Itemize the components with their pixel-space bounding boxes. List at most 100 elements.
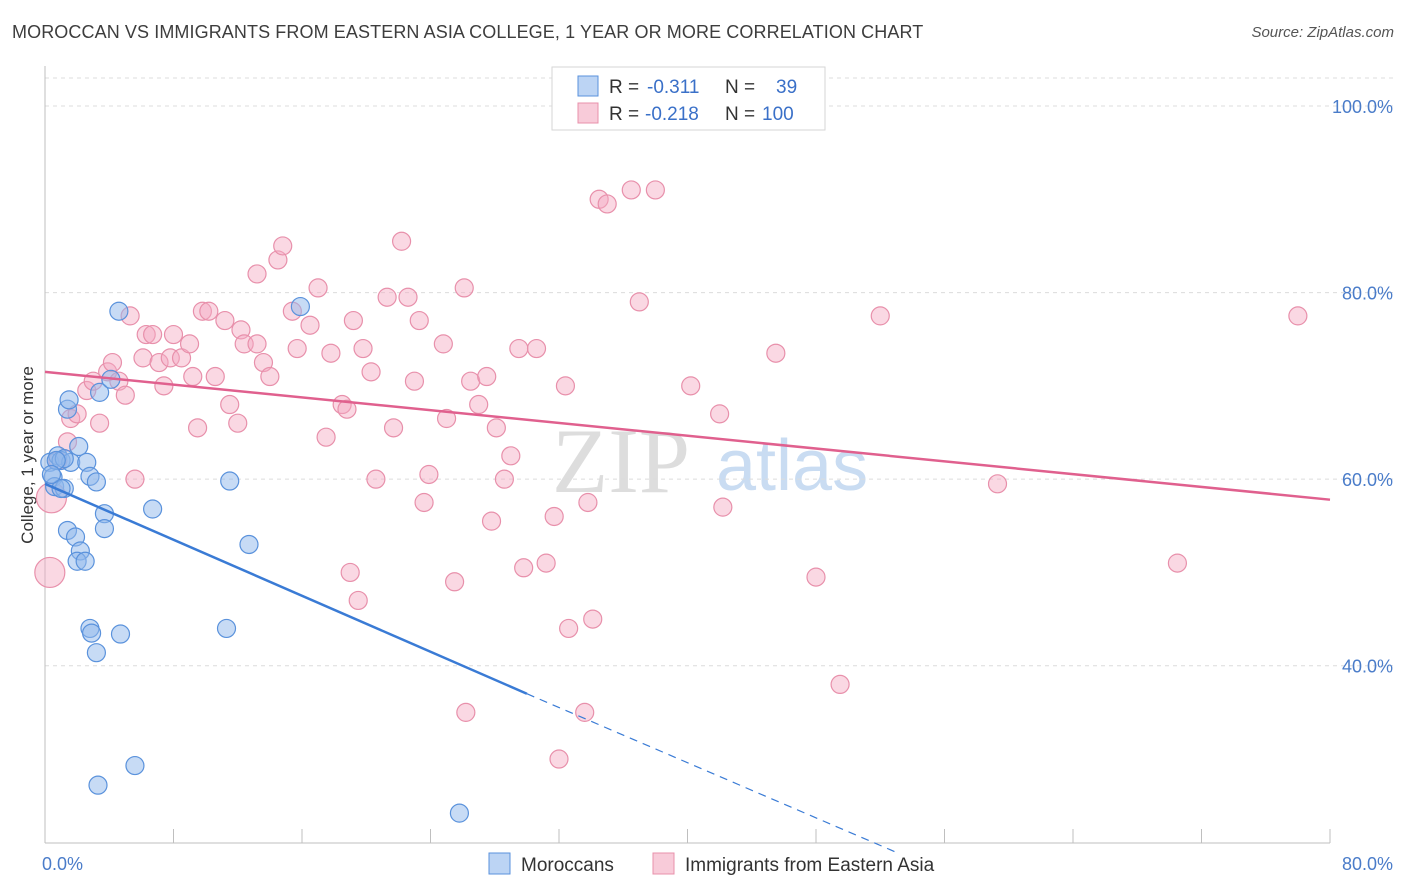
data-point <box>287 338 307 359</box>
data-point <box>247 334 267 354</box>
legend-r-label: R = <box>609 77 639 98</box>
data-point <box>216 618 237 639</box>
legend-label-moroccans: Moroccans <box>521 855 614 876</box>
legend-label-immigrants: Immigrants from Eastern Asia <box>685 855 935 876</box>
data-point <box>340 562 360 583</box>
data-point <box>215 310 235 331</box>
data-point <box>163 324 184 345</box>
legend-n-value: 100 <box>762 104 794 125</box>
data-point <box>713 497 733 517</box>
legend-swatch-moroccans <box>577 75 599 97</box>
legend-swatch-immigrants <box>652 852 675 875</box>
data-point <box>501 446 521 466</box>
data-point <box>321 343 341 363</box>
data-point <box>449 803 470 823</box>
source-label: Source: ZipAtlas.com <box>1251 24 1394 41</box>
data-point <box>348 590 368 611</box>
trendline-immigrants <box>44 370 1331 501</box>
data-point <box>81 623 102 643</box>
data-point <box>391 231 412 251</box>
gridlines <box>45 77 1395 667</box>
trendline-moroccans-extension <box>526 693 897 853</box>
data-point <box>398 287 418 307</box>
data-point <box>870 306 890 326</box>
data-point <box>308 278 328 298</box>
data-point <box>90 413 110 433</box>
data-point <box>273 236 293 256</box>
data-point <box>366 469 386 489</box>
data-point <box>404 371 425 391</box>
data-point <box>433 334 453 354</box>
data-point <box>102 352 123 373</box>
legend-top: R = -0.311 N = 39 R = -0.218 N = 100 <box>551 66 826 131</box>
data-point <box>260 366 280 387</box>
data-point <box>536 553 556 573</box>
y-axis-label: College, 1 year or more <box>18 366 37 544</box>
data-point <box>409 310 429 331</box>
data-point <box>494 469 514 489</box>
data-point <box>220 394 240 415</box>
data-point <box>136 324 156 345</box>
y-tick-label: 100.0% <box>1332 97 1393 117</box>
series-moroccans <box>40 296 470 823</box>
data-point <box>461 371 481 391</box>
data-point <box>477 366 497 387</box>
data-point <box>94 519 115 539</box>
data-point <box>228 413 248 433</box>
data-point <box>179 334 200 354</box>
data-point <box>290 296 310 317</box>
data-point <box>86 643 107 663</box>
data-point <box>160 348 180 368</box>
data-point <box>509 338 529 359</box>
data-point <box>34 556 66 589</box>
data-point <box>830 674 850 695</box>
data-point <box>115 385 135 405</box>
data-point <box>544 506 564 527</box>
series-immigrants-eastern-asia <box>34 180 1308 769</box>
x-tick-label: 0.0% <box>42 854 83 874</box>
data-point <box>559 618 579 639</box>
data-point <box>149 352 169 373</box>
data-point <box>419 464 439 485</box>
data-point <box>549 749 569 769</box>
legend-r-value: -0.218 <box>645 104 699 125</box>
data-point <box>514 558 534 578</box>
data-point <box>621 180 641 200</box>
y-tick-labels: 100.0% 80.0% 60.0% 40.0% <box>1332 97 1393 677</box>
data-point <box>125 469 145 489</box>
data-point <box>1288 306 1308 326</box>
trendlines <box>44 370 1331 853</box>
data-point <box>597 194 617 214</box>
data-point <box>456 702 476 722</box>
y-tick-label: 60.0% <box>1342 470 1393 490</box>
data-point <box>469 394 489 415</box>
data-point <box>481 511 502 531</box>
data-point <box>337 399 357 419</box>
data-point <box>110 624 131 644</box>
legend-n-label: N = <box>725 104 755 125</box>
data-point <box>806 567 826 587</box>
data-point <box>154 376 174 396</box>
legend-bottom: Moroccans Immigrants from Eastern Asia <box>488 852 935 876</box>
data-point <box>343 310 363 331</box>
data-point <box>300 315 320 335</box>
trendline-moroccans <box>44 482 528 695</box>
data-point <box>987 474 1008 494</box>
data-point <box>88 775 108 795</box>
x-tick-labels: 0.0% 80.0% <box>42 854 1393 874</box>
data-point <box>454 278 474 298</box>
data-point <box>486 418 506 438</box>
data-point <box>125 755 145 776</box>
legend-n-value: 39 <box>776 77 797 98</box>
data-point <box>361 362 381 382</box>
data-point <box>86 472 107 492</box>
x-tick-label: 80.0% <box>1342 854 1393 874</box>
data-point <box>377 287 397 307</box>
data-point <box>629 292 649 312</box>
data-point <box>239 534 259 555</box>
watermark: ZIP atlas <box>552 410 868 512</box>
data-point <box>199 301 219 321</box>
data-point <box>220 471 240 491</box>
data-point <box>205 366 225 387</box>
